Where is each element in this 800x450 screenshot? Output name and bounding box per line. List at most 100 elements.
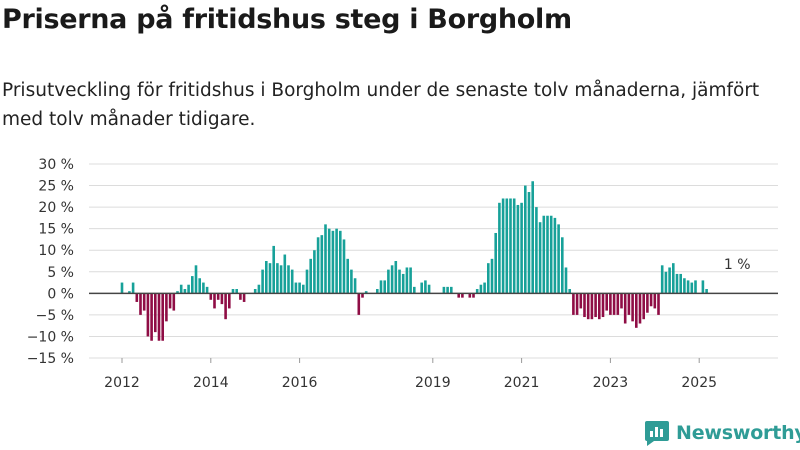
- bar-positive: [512, 198, 516, 294]
- newsworthy-logo: Newsworthy: [644, 420, 800, 446]
- bar-negative: [157, 293, 161, 341]
- bar-negative: [623, 293, 627, 324]
- bar-positive: [538, 222, 542, 294]
- bar-positive: [176, 291, 179, 294]
- bar-positive: [339, 230, 342, 294]
- bar-negative: [586, 293, 590, 320]
- bar-positive: [231, 289, 235, 294]
- y-tick-label: −10 %: [27, 329, 74, 345]
- x-tick-label: 2025: [681, 375, 717, 391]
- bar-positive: [183, 289, 187, 294]
- bar-positive: [191, 276, 194, 294]
- bar-positive: [664, 271, 668, 294]
- bar-positive: [253, 289, 257, 294]
- bar-negative: [594, 293, 597, 318]
- bar-positive: [265, 261, 268, 294]
- x-tick-label: 2016: [282, 375, 318, 391]
- bar-negative: [172, 293, 176, 311]
- bar-positive: [520, 202, 523, 294]
- bar-positive: [501, 198, 505, 294]
- bar-positive: [324, 224, 327, 294]
- bar-positive: [128, 291, 131, 294]
- bar-positive: [350, 269, 353, 294]
- bar-negative: [472, 293, 475, 298]
- bar-positive: [198, 278, 201, 294]
- bar-positive: [442, 286, 446, 294]
- bar-negative: [224, 293, 227, 320]
- bar-positive: [557, 224, 560, 294]
- bar-negative: [242, 293, 246, 302]
- bar-negative: [605, 293, 608, 311]
- y-tick-label: 20 %: [38, 200, 74, 216]
- bar-negative: [649, 293, 653, 307]
- bar-positive: [331, 230, 335, 294]
- bar-positive: [546, 215, 549, 294]
- bar-negative: [609, 293, 612, 315]
- bar-positive: [283, 254, 287, 294]
- bar-negative: [620, 293, 623, 309]
- bar-negative: [165, 293, 168, 322]
- y-tick-label: 10 %: [38, 243, 74, 259]
- bar-positive: [413, 286, 416, 294]
- bar-positive: [313, 250, 316, 294]
- bar-positive: [179, 284, 183, 294]
- y-tick-label: 25 %: [38, 179, 74, 195]
- bar-negative: [653, 293, 657, 309]
- bar-positive: [364, 291, 368, 294]
- bar-positive: [261, 269, 264, 294]
- bar-positive: [346, 258, 349, 294]
- x-tick-label: 2023: [593, 375, 629, 391]
- bar-negative: [154, 293, 157, 333]
- bar-positive: [342, 239, 346, 294]
- bar-positive: [398, 269, 401, 294]
- bar-negative: [601, 293, 605, 318]
- bar-positive: [660, 265, 664, 294]
- bar-positive: [686, 280, 690, 294]
- bar-positive: [531, 181, 534, 294]
- bar-positive: [475, 289, 479, 294]
- bar-positive: [272, 245, 275, 294]
- bar-negative: [579, 293, 583, 309]
- bar-positive: [120, 282, 124, 294]
- bar-negative: [583, 293, 586, 318]
- y-tick-label: 15 %: [38, 222, 74, 238]
- bar-negative: [216, 293, 220, 300]
- bar-negative: [572, 293, 575, 315]
- bar-positive: [409, 267, 412, 294]
- bar-positive: [376, 289, 379, 294]
- bar-positive: [450, 286, 453, 294]
- bar-positive: [679, 273, 682, 294]
- bar-positive: [290, 269, 294, 294]
- bar-positive: [279, 265, 283, 294]
- y-tick-label: −5 %: [36, 308, 74, 324]
- bar-negative: [150, 293, 153, 341]
- bar-positive: [561, 237, 564, 294]
- bar-negative: [616, 293, 620, 315]
- bar-positive: [490, 258, 494, 294]
- bar-positive: [202, 282, 205, 294]
- newsworthy-logo-text: Newsworthy: [676, 422, 800, 444]
- bar-negative: [612, 293, 616, 315]
- bar-negative: [213, 293, 216, 309]
- bar-negative: [457, 293, 460, 298]
- bar-positive: [327, 228, 331, 294]
- bar-positive: [353, 278, 357, 294]
- bar-positive: [187, 284, 190, 294]
- bar-positive: [487, 263, 490, 294]
- bar-negative: [142, 293, 146, 311]
- bar-negative: [209, 293, 213, 300]
- bar-negative: [135, 293, 139, 302]
- bar-positive: [505, 198, 509, 294]
- bar-positive: [498, 202, 501, 294]
- bar-positive: [683, 278, 686, 294]
- bar-positive: [335, 228, 338, 294]
- bar-positive: [427, 284, 431, 294]
- bar-positive: [446, 286, 449, 294]
- newsworthy-logo-icon: [645, 421, 669, 446]
- bar-positive: [383, 280, 386, 294]
- y-tick-label: −15 %: [27, 351, 74, 367]
- bar-positive: [424, 280, 427, 294]
- x-tick-label: 2012: [104, 375, 140, 391]
- bar-positive: [298, 282, 301, 294]
